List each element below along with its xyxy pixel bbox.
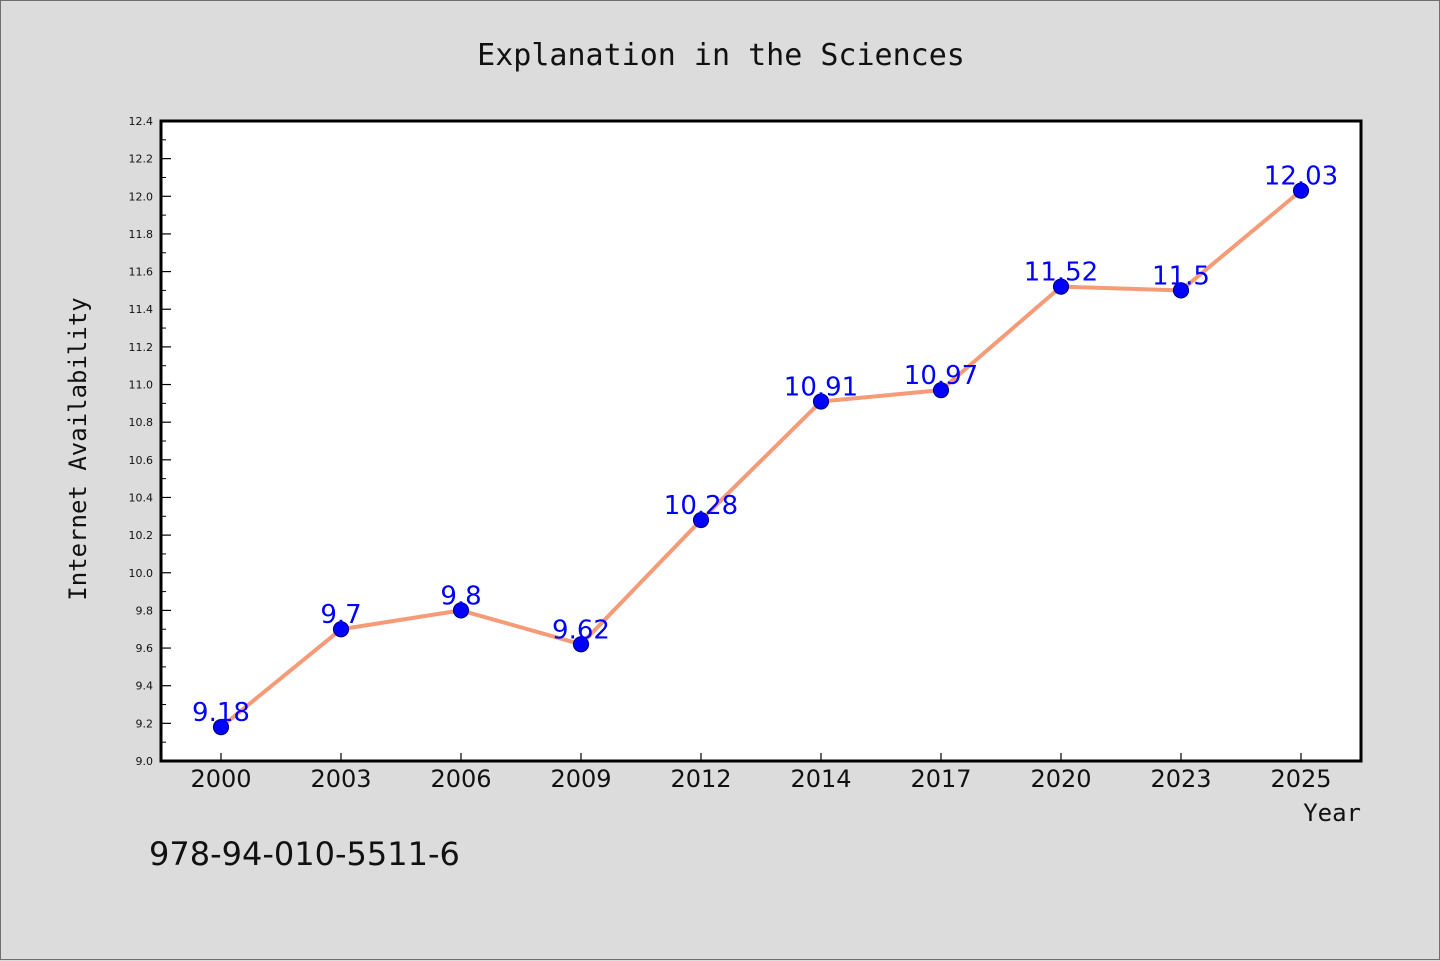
x-axis-ticks: 2000 2003 2006 2009 2012 2014 2017 2020 2023 2025: [190, 753, 1332, 793]
x-tick-label: 2000: [190, 765, 251, 793]
x-tick-label: 2014: [790, 765, 851, 793]
y-tick-label: 11.8: [129, 228, 154, 241]
y-tick-label: 9.4: [136, 680, 154, 693]
data-label: 9.8: [440, 581, 481, 611]
y-tick-label: 10.4: [129, 491, 154, 504]
data-label: 9.62: [552, 615, 610, 645]
y-tick-label: 10.0: [129, 567, 154, 580]
data-point: [452, 602, 470, 619]
data-label: 9.7: [320, 600, 361, 630]
data-point: [1292, 182, 1310, 199]
y-tick-label: 10.2: [129, 529, 154, 542]
x-tick-label: 2025: [1270, 765, 1331, 793]
y-tick-label: 9.0: [136, 755, 154, 768]
x-axis-label: Year: [1303, 799, 1361, 827]
x-tick-label: 2020: [1030, 765, 1091, 793]
y-tick-label: 11.4: [129, 303, 154, 316]
x-tick-label: 2017: [910, 765, 971, 793]
data-label: 10.28: [664, 491, 738, 521]
data-label: 10.91: [784, 372, 858, 402]
y-tick-label: 9.2: [136, 717, 154, 730]
data-point: [932, 382, 950, 399]
data-label: 11.52: [1024, 258, 1098, 288]
data-label: 10.97: [904, 361, 978, 391]
plot-area: [159, 119, 1363, 763]
chart-title: Explanation in the Sciences: [477, 38, 965, 73]
x-tick-label: 2023: [1150, 765, 1211, 793]
y-tick-label: 11.2: [129, 341, 154, 354]
y-axis-ticks: 9.0 9.2 9.4 9.6 9.8 10.0 10.2 10.4 10.6 10.8 11.0 1…: [129, 115, 171, 768]
data-label: 12.03: [1264, 162, 1338, 192]
data-point: [332, 621, 350, 638]
x-tick-label: 2003: [310, 765, 371, 793]
y-tick-label: 12.4: [129, 115, 154, 128]
data-label: 9.18: [192, 698, 250, 728]
y-tick-label: 9.6: [136, 642, 154, 655]
x-tick-label: 2006: [430, 765, 491, 793]
y-tick-label: 10.8: [129, 416, 154, 429]
x-tick-label: 2012: [670, 765, 731, 793]
y-tick-label: 10.6: [129, 454, 154, 467]
series-line: [219, 188, 1303, 730]
data-point: [212, 719, 230, 736]
series-layer: [212, 182, 1310, 736]
data-point: [1052, 278, 1070, 295]
isbn-text: 978-94-010-5511-6: [149, 835, 460, 873]
y-axis-label: Internet Availability: [64, 297, 92, 600]
y-tick-label: 11.6: [129, 266, 154, 279]
x-tick-label: 2009: [550, 765, 611, 793]
y-tick-label: 11.0: [129, 379, 154, 392]
data-point: [692, 511, 710, 529]
data-point: [1172, 282, 1190, 299]
y-tick-label: 12.0: [129, 190, 154, 203]
data-point: [812, 393, 830, 410]
data-label: 11.5: [1152, 261, 1210, 291]
data-point: [572, 636, 590, 653]
y-tick-label: 12.2: [129, 153, 154, 166]
y-tick-label: 9.8: [136, 604, 154, 617]
data-labels: 9.18 9.7 9.8 9.62 10.28 10.91 10.97 11.52 11.5 12…: [192, 162, 1338, 728]
